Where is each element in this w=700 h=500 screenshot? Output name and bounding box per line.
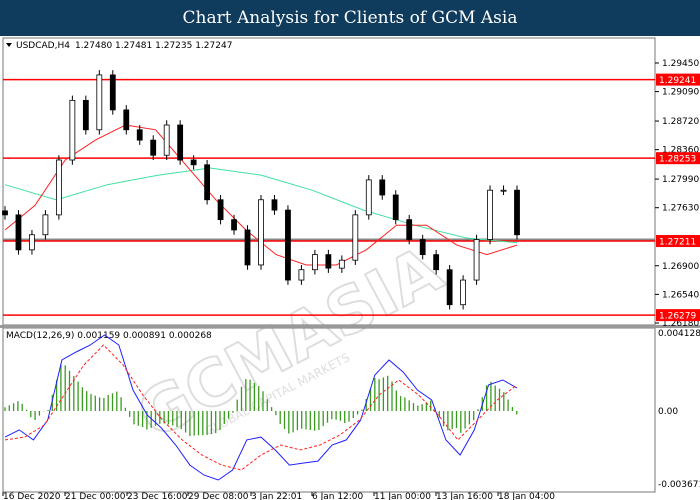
candle-body xyxy=(123,109,130,131)
candle-body xyxy=(325,254,332,269)
x-tick-label: 29 Dec 08:00 xyxy=(188,492,249,500)
x-tick-label: 6 Jan 12:00 xyxy=(312,492,364,500)
candle-body xyxy=(163,124,170,156)
candle-body xyxy=(338,259,345,269)
candle-body xyxy=(69,99,76,161)
x-tick-label: 3 Jan 22:01 xyxy=(251,492,302,500)
candle-body xyxy=(231,219,237,231)
candle-body xyxy=(109,74,116,111)
candle-body xyxy=(379,179,386,196)
candle-body xyxy=(150,139,157,156)
candle-body xyxy=(136,129,143,141)
candle-body xyxy=(487,189,493,240)
candle-body xyxy=(258,199,264,266)
candle-body xyxy=(365,179,372,216)
macd-y-tick-label: 0.00 xyxy=(658,407,678,417)
x-tick-label: 18 Jan 04:00 xyxy=(498,492,555,500)
candle-body xyxy=(244,229,251,266)
level-price-tag xyxy=(656,235,700,248)
x-tick-label: 23 Dec 16:00 xyxy=(127,492,188,500)
candle-body xyxy=(473,239,480,281)
y-tick-label: 1.26540 xyxy=(662,290,699,300)
candle-body xyxy=(433,254,440,271)
candle-body xyxy=(177,124,184,161)
candle-body xyxy=(285,209,291,281)
candle-body xyxy=(419,239,426,256)
level-price-label: 1.29241 xyxy=(659,76,696,86)
candle-body xyxy=(190,159,197,166)
candle-body xyxy=(271,199,278,211)
y-tick-label: 1.29450 xyxy=(662,59,699,69)
y-tick-label: 1.27630 xyxy=(662,204,699,214)
level-price-label: 1.26279 xyxy=(659,312,696,322)
macd-y-tick-label: 0.004128 xyxy=(658,329,700,339)
candle-body xyxy=(82,99,89,131)
candle-body xyxy=(204,164,211,201)
candle-body xyxy=(406,219,413,240)
candle-body xyxy=(460,279,467,306)
x-tick-label: 11 Jan 00:00 xyxy=(374,492,431,500)
y-tick-label: 1.28720 xyxy=(662,117,699,127)
x-tick-label: 21 Dec 00:00 xyxy=(65,492,126,500)
candle-body xyxy=(392,194,399,221)
candle-body xyxy=(2,210,8,216)
level-price-tag xyxy=(656,152,700,165)
candle-body xyxy=(217,199,224,221)
level-price-tag xyxy=(656,309,700,322)
macd-label: MACD(12,26,9) 0.001159 0.000891 0.000268 xyxy=(6,331,212,341)
ma-slow-line xyxy=(4,167,518,244)
candle-body xyxy=(29,234,35,251)
y-tick-label: 1.27990 xyxy=(662,175,699,185)
symbol-label: USDCAD,H4 1.27480 1.27481 1.27235 1.27247 xyxy=(16,41,232,51)
candle-body xyxy=(96,74,103,131)
y-tick-label: 1.29090 xyxy=(662,88,699,98)
y-tick-label: 1.28360 xyxy=(662,146,699,156)
chart-area: GCMASIA GLOBAL CAPITAL MARKETS USDCAD,H4… xyxy=(0,37,700,500)
candle-body xyxy=(55,159,62,216)
level-price-tag xyxy=(656,73,700,86)
candle-body xyxy=(514,189,520,236)
candle-body xyxy=(42,214,49,236)
candle-body xyxy=(311,254,318,271)
y-tick-label: 1.26900 xyxy=(662,262,699,272)
y-tick-label: 1.26180 xyxy=(662,319,699,329)
x-tick-label: 16 Dec 2020 xyxy=(3,492,61,500)
macd-line xyxy=(4,334,518,481)
candle-body xyxy=(446,269,453,306)
page-title: Chart Analysis for Clients of GCM Asia xyxy=(0,0,700,36)
candle-body xyxy=(298,269,305,281)
macd-y-tick-label: -0.003671 xyxy=(658,480,700,490)
candle-body xyxy=(500,189,507,192)
level-price-label: 1.27211 xyxy=(659,238,696,248)
level-price-label: 1.28253 xyxy=(659,155,696,165)
candle-body xyxy=(352,214,359,261)
x-tick-label: 13 Jan 16:00 xyxy=(436,492,493,500)
dropdown-triangle-icon[interactable] xyxy=(6,43,12,47)
candle-body xyxy=(15,214,22,251)
